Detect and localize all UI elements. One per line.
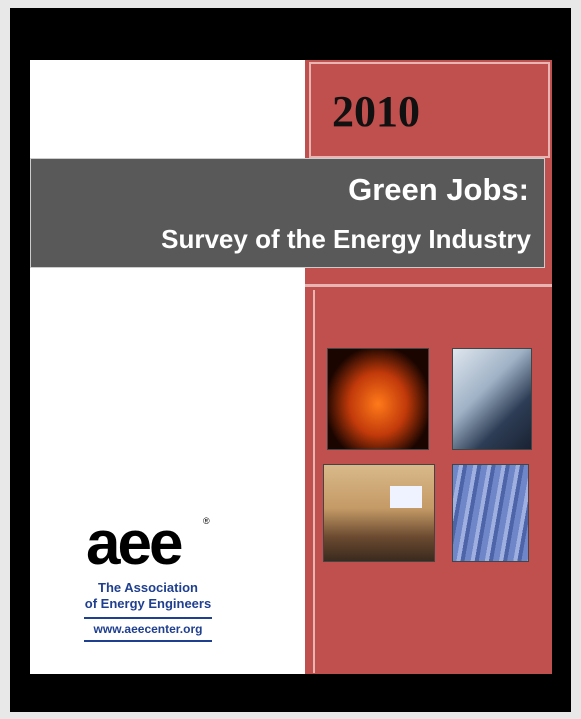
logo-name-line: of Energy Engineers (78, 596, 218, 612)
conference-photo (323, 464, 435, 562)
logo-registered: ® (203, 516, 210, 526)
logo-url: www.aeecenter.org (78, 622, 218, 636)
title: Green Jobs: (348, 172, 529, 208)
logo-name-line: The Association (78, 580, 218, 596)
logo-rule (84, 640, 212, 642)
year: 2010 (332, 86, 420, 137)
office-photo (452, 348, 532, 450)
map-photo (327, 348, 429, 450)
screen (390, 486, 422, 508)
abstract-photo (452, 464, 529, 562)
logo-mark: aee (86, 508, 180, 579)
logo-name: The Association of Energy Engineers (78, 580, 218, 612)
divider (305, 284, 552, 287)
page: 2010 Green Jobs: Survey of the Energy In… (0, 0, 581, 719)
logo-rule (84, 617, 212, 619)
subtitle: Survey of the Energy Industry (161, 224, 531, 255)
